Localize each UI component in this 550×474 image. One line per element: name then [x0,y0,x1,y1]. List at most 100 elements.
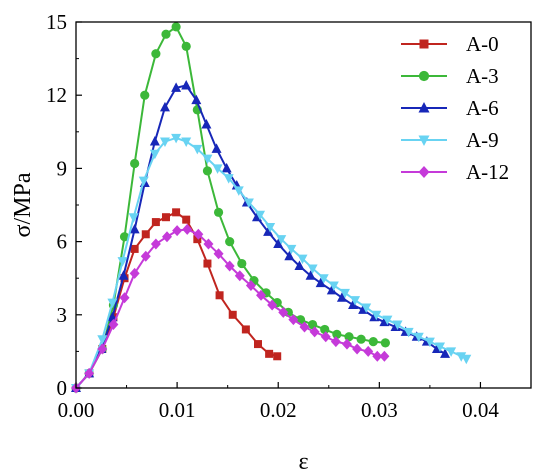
data-point-A-12 [234,270,245,282]
data-point-A-9 [361,303,372,313]
data-point-A-12 [245,280,256,292]
legend-marker [419,39,429,49]
data-point-A-6 [273,238,284,249]
data-point-A-6 [211,143,222,153]
series-A-12 [71,223,390,394]
data-point-A-9 [286,244,297,255]
series-A-3 [71,22,390,393]
data-point-A-0 [254,340,262,349]
data-point-A-9 [255,210,266,221]
x-tick-label: 0.01 [159,398,196,422]
data-point-A-6 [149,136,160,146]
data-point-A-9 [212,164,223,174]
data-point-A-6 [118,270,129,280]
data-point-A-12 [363,345,374,357]
data-point-A-6 [326,284,337,295]
y-tick-label: 9 [57,156,68,180]
y-tick-label: 0 [57,376,68,400]
data-point-A-12 [97,343,108,355]
data-point-A-12 [140,250,151,262]
x-tick-label: 0.02 [260,398,297,422]
series-A-0 [72,208,282,392]
data-point-A-9 [307,264,318,274]
data-point-A-12 [372,350,383,362]
data-point-A-12 [379,350,390,362]
data-point-A-0 [182,215,191,224]
data-point-A-3 [356,334,366,344]
data-point-A-9 [138,176,149,187]
data-point-A-12 [330,336,341,348]
data-point-A-12 [182,223,193,235]
data-point-A-3 [130,158,140,169]
data-point-A-6 [440,348,451,358]
data-point-A-9 [128,213,139,223]
data-point-A-3 [181,41,191,52]
data-point-A-9 [403,327,414,338]
data-point-A-0 [273,352,282,361]
legend-marker [418,70,430,82]
data-point-A-9 [371,310,382,321]
data-point-A-3 [368,337,378,347]
data-point-A-0 [265,349,274,358]
data-point-A-6 [336,292,347,302]
data-point-A-9 [149,149,160,160]
data-point-A-0 [228,310,237,319]
data-point-A-9 [461,354,472,365]
x-tick-label: 0.04 [462,398,499,422]
data-point-A-3 [151,49,161,59]
data-point-A-9 [192,144,203,155]
data-point-A-6 [305,270,316,280]
data-point-A-3 [140,90,150,100]
data-point-A-9 [339,288,350,299]
axis-ticks: 0.00 0.01 0.02 0.03 0.04 0 3 6 9 12 15 [46,10,499,422]
data-point-A-6 [315,277,326,288]
data-point-A-0 [172,208,181,217]
data-point-A-3 [213,207,224,217]
data-point-A-6 [221,162,232,173]
data-point-A-0 [193,235,202,244]
data-point-A-6 [294,260,305,270]
data-point-A-6 [181,79,192,90]
data-point-A-9 [107,298,118,309]
x-tick-label: 0.00 [58,398,95,422]
data-point-A-12 [213,248,224,260]
data-point-A-9 [117,257,128,267]
data-point-A-9 [413,332,424,343]
data-point-A-0 [203,259,212,268]
data-point-A-12 [172,225,183,237]
data-point-A-3 [161,29,171,39]
data-point-A-3 [225,237,235,247]
data-point-A-9 [435,342,445,353]
data-point-A-3 [380,338,390,348]
data-point-A-9 [382,315,393,326]
data-point-A-9 [276,235,287,245]
data-point-A-12 [288,314,299,326]
data-point-A-12 [278,306,289,318]
data-point-A-6 [201,118,212,129]
data-point-A-0 [241,325,250,334]
x-tick-label: 0.03 [361,398,398,422]
data-point-A-9 [456,352,467,362]
plot-area [71,22,472,394]
data-point-A-12 [341,338,352,350]
data-point-A-12 [320,331,331,343]
data-point-A-6 [348,299,359,310]
legend-label: A-9 [466,128,499,152]
data-point-A-12 [150,238,161,250]
data-point-A-12 [299,321,310,333]
legend-item: A-12 [401,160,509,184]
data-point-A-9 [171,133,182,144]
data-point-A-6 [159,101,170,112]
legend-item: A-9 [401,128,499,152]
data-point-A-9 [159,137,170,148]
data-point-A-9 [202,154,213,165]
data-point-A-12 [129,267,140,279]
legend-label: A-12 [466,160,509,184]
data-point-A-9 [392,320,403,331]
data-point-A-12 [352,343,363,355]
legend-item: A-3 [401,64,499,88]
data-point-A-0 [215,291,224,300]
data-point-A-12 [203,238,214,250]
data-point-A-6 [284,250,295,261]
legend-item: A-0 [401,32,499,56]
